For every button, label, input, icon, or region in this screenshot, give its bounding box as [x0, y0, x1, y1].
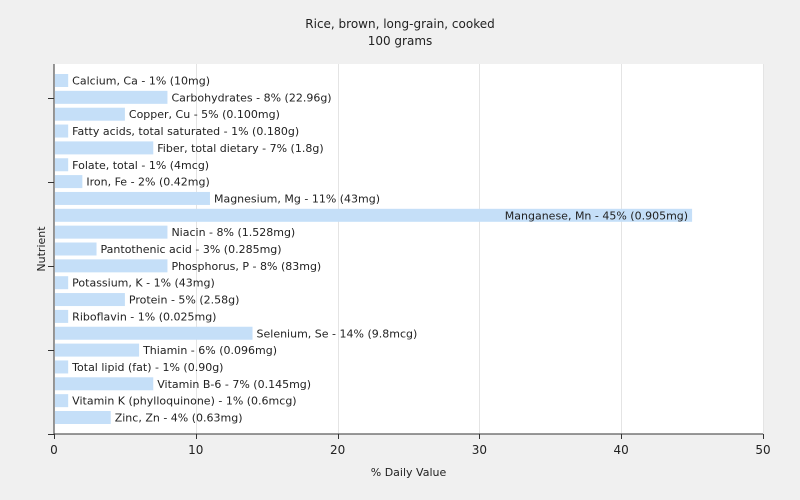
bar-label: Magnesium, Mg - 11% (43mg) — [214, 192, 380, 205]
bar-label: Zinc, Zn - 4% (0.63mg) — [115, 412, 243, 425]
bar — [55, 124, 69, 138]
bar-label: Protein - 5% (2.58g) — [129, 294, 240, 307]
bar — [55, 107, 125, 121]
bar — [55, 394, 69, 408]
bar — [55, 276, 69, 290]
bar — [55, 208, 693, 222]
bar-label: Pantothenic acid - 3% (0.285mg) — [101, 243, 282, 256]
bar-label: Potassium, K - 1% (43mg) — [72, 277, 215, 290]
bar — [55, 90, 168, 104]
bar — [55, 259, 168, 273]
bar — [55, 360, 69, 374]
bar — [55, 343, 140, 357]
chart-subtitle: 100 grams — [367, 34, 433, 48]
chart-title-block: Rice, brown, long-grain, cooked 100 gram… — [0, 16, 800, 50]
x-tick-label: 10 — [188, 443, 203, 457]
x-tick-label: 20 — [330, 443, 345, 457]
bar-label: Vitamin B-6 - 7% (0.145mg) — [157, 378, 311, 391]
bar-label: Calcium, Ca - 1% (10mg) — [72, 75, 210, 88]
bar-label: Vitamin K (phylloquinone) - 1% (0.6mcg) — [72, 395, 296, 408]
bar — [55, 141, 154, 155]
grid-lines — [196, 64, 764, 434]
bar-label: Iron, Fe - 2% (0.42mg) — [86, 176, 209, 189]
bar — [55, 309, 69, 323]
x-tick-label: 50 — [755, 443, 770, 457]
x-axis-title: % Daily Value — [371, 466, 447, 479]
bar — [55, 242, 97, 256]
bar-label: Manganese, Mn - 45% (0.905mg) — [505, 209, 688, 222]
chart-title: Rice, brown, long-grain, cooked — [305, 17, 495, 31]
axes: 0 10 20 30 40 50 — [48, 64, 771, 457]
bar-label: Riboflavin - 1% (0.025mg) — [72, 310, 216, 323]
bar — [55, 175, 83, 189]
bar-label: Fiber, total dietary - 7% (1.8g) — [157, 142, 323, 155]
bar-label: Niacin - 8% (1.528mg) — [171, 226, 295, 239]
plot-area — [54, 64, 763, 434]
bar — [55, 411, 111, 424]
y-axis-title: Nutrient — [35, 226, 48, 272]
bar-label: Selenium, Se - 14% (9.8mcg) — [257, 327, 418, 340]
bar — [55, 74, 69, 87]
x-tick-label: 0 — [50, 443, 58, 457]
bar — [55, 293, 125, 307]
bar-label: Phosphorus, P - 8% (83mg) — [171, 260, 321, 273]
bar-label: Folate, total - 1% (4mcg) — [72, 159, 209, 172]
bars: Calcium, Ca - 1% (10mg) Carbohydrates - 8… — [55, 74, 693, 425]
bar-label: Fatty acids, total saturated - 1% (0.180… — [72, 125, 299, 138]
bar — [55, 377, 154, 391]
bar-label: Thiamin - 6% (0.096mg) — [142, 344, 277, 357]
bar-label: Copper, Cu - 5% (0.100mg) — [129, 108, 280, 121]
bar — [55, 225, 168, 239]
x-tick-label: 40 — [614, 443, 629, 457]
x-tick-label: 30 — [472, 443, 487, 457]
bar — [55, 158, 69, 172]
bar — [55, 191, 210, 205]
bar — [55, 326, 253, 340]
bar-label: Carbohydrates - 8% (22.96g) — [171, 91, 331, 104]
bar-label: Total lipid (fat) - 1% (0.90g) — [71, 361, 223, 374]
